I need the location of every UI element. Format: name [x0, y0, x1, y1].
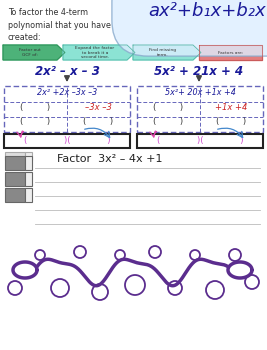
Bar	[5, 152, 25, 160]
Polygon shape	[133, 45, 201, 60]
Text: Find missing
term.: Find missing term.	[150, 48, 176, 57]
Text: 5x² + 21x + 4: 5x² + 21x + 4	[154, 65, 244, 78]
Text: Factor out
GCF of:: Factor out GCF of:	[19, 48, 41, 57]
Polygon shape	[63, 45, 135, 60]
Text: To factor the 4-term
polynomial that you have
created:: To factor the 4-term polynomial that you…	[8, 8, 111, 42]
Text: Expand the factor
to break it a
second time.: Expand the factor to break it a second t…	[76, 46, 115, 60]
Text: (         ): ( )	[154, 103, 184, 112]
Text: Factors are:: Factors are:	[218, 50, 243, 55]
Polygon shape	[199, 45, 262, 60]
FancyBboxPatch shape	[137, 86, 263, 132]
Polygon shape	[3, 45, 65, 60]
Bar	[25, 156, 32, 170]
Bar	[25, 188, 32, 202]
Bar	[5, 156, 25, 170]
Text: 2x² – x – 3: 2x² – x – 3	[34, 65, 99, 78]
Text: (              )(              ): ( )( )	[24, 136, 110, 146]
Text: (         ): ( )	[21, 103, 50, 112]
Text: (         ): ( )	[154, 117, 184, 126]
FancyBboxPatch shape	[4, 86, 130, 132]
Text: Factor  3x² – 4x +1: Factor 3x² – 4x +1	[57, 154, 163, 164]
Text: +1x +4: +1x +4	[215, 103, 248, 112]
Bar	[25, 172, 32, 186]
Bar	[137, 134, 263, 148]
Bar	[5, 188, 25, 202]
Bar	[5, 172, 25, 186]
Text: (              )(              ): ( )( )	[157, 136, 243, 146]
Text: (         ): ( )	[21, 117, 50, 126]
Bar	[25, 152, 32, 160]
Text: 2x² +2x –3x –3: 2x² +2x –3x –3	[37, 88, 97, 97]
Text: –3x –3: –3x –3	[85, 103, 112, 112]
Text: (         ): ( )	[217, 117, 246, 126]
Text: ax²+b₁x+b₂x+c: ax²+b₁x+b₂x+c	[148, 2, 267, 20]
Text: (         ): ( )	[83, 117, 113, 126]
Bar	[4, 134, 130, 148]
Text: 5x²+ 20x +1x +4: 5x²+ 20x +1x +4	[164, 88, 235, 97]
